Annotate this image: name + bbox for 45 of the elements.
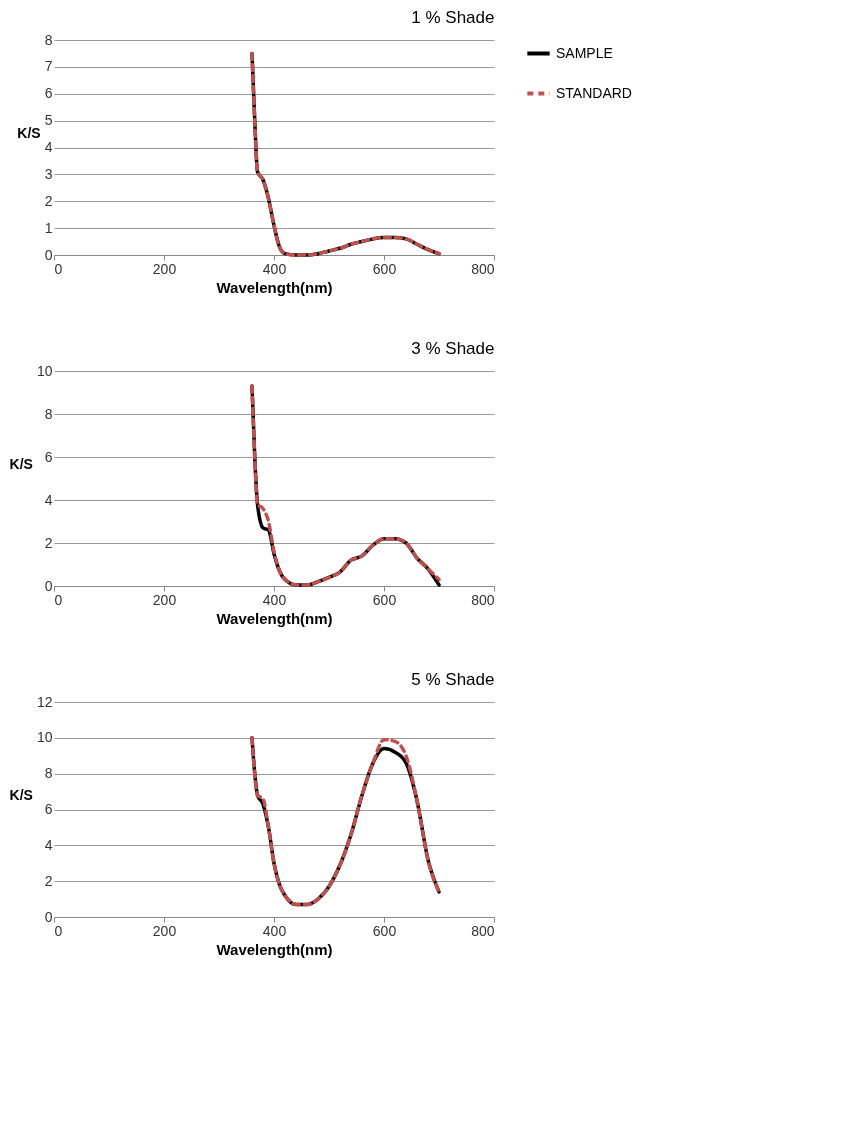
y-tick-label: 6 — [44, 85, 53, 102]
x-tick-label: 400 — [262, 260, 287, 277]
y-tick-label: 4 — [44, 836, 53, 853]
y-tick-label: 10 — [36, 729, 53, 746]
legend-label: SAMPLE — [556, 44, 613, 61]
y-axis-title: K/S — [9, 786, 33, 803]
y-tick-label: 0 — [44, 577, 53, 594]
x-axis-title: Wavelength(nm) — [216, 278, 333, 296]
y-tick-label: 12 — [36, 693, 53, 710]
y-tick-label: 8 — [44, 405, 53, 422]
y-tick-label: 7 — [44, 58, 53, 75]
y-tick-label: 4 — [44, 491, 53, 508]
chart-title: 1 % Shade — [411, 8, 495, 27]
y-tick-label: 5 — [44, 112, 53, 129]
x-tick-label: 200 — [152, 591, 177, 608]
y-tick-label: 1 — [44, 219, 53, 236]
y-tick-label: 2 — [44, 872, 53, 889]
y-axis-title: K/S — [17, 124, 41, 141]
x-tick-label: 200 — [152, 922, 177, 939]
x-axis-title: Wavelength(nm) — [216, 609, 333, 627]
y-tick-label: 0 — [44, 908, 53, 925]
chart-title: 3 % Shade — [411, 339, 495, 358]
y-tick-label: 8 — [44, 31, 53, 48]
y-tick-label: 6 — [44, 801, 53, 817]
y-tick-label: 4 — [44, 139, 53, 155]
x-tick-label: 400 — [262, 591, 287, 608]
x-tick-label: 800 — [471, 591, 495, 608]
y-tick-label: 6 — [44, 448, 53, 465]
chart-title: 5 % Shade — [411, 670, 495, 689]
y-tick-label: 3 — [44, 165, 53, 182]
legend-label: STANDARD — [556, 84, 632, 101]
x-tick-label: 600 — [372, 591, 397, 608]
y-tick-label: 10 — [36, 362, 53, 379]
y-axis-title: K/S — [9, 455, 33, 472]
x-tick-label: 600 — [372, 922, 397, 939]
y-tick-label: 0 — [44, 246, 53, 263]
x-tick-label: 600 — [372, 260, 397, 277]
x-axis-title: Wavelength(nm) — [216, 940, 333, 958]
y-tick-label: 2 — [44, 192, 53, 209]
y-tick-label: 2 — [44, 534, 53, 551]
x-tick-label: 200 — [152, 260, 177, 277]
x-tick-label: 800 — [471, 922, 495, 939]
y-tick-label: 8 — [44, 765, 53, 782]
x-tick-label: 800 — [471, 260, 495, 277]
x-tick-label: 400 — [262, 922, 287, 939]
